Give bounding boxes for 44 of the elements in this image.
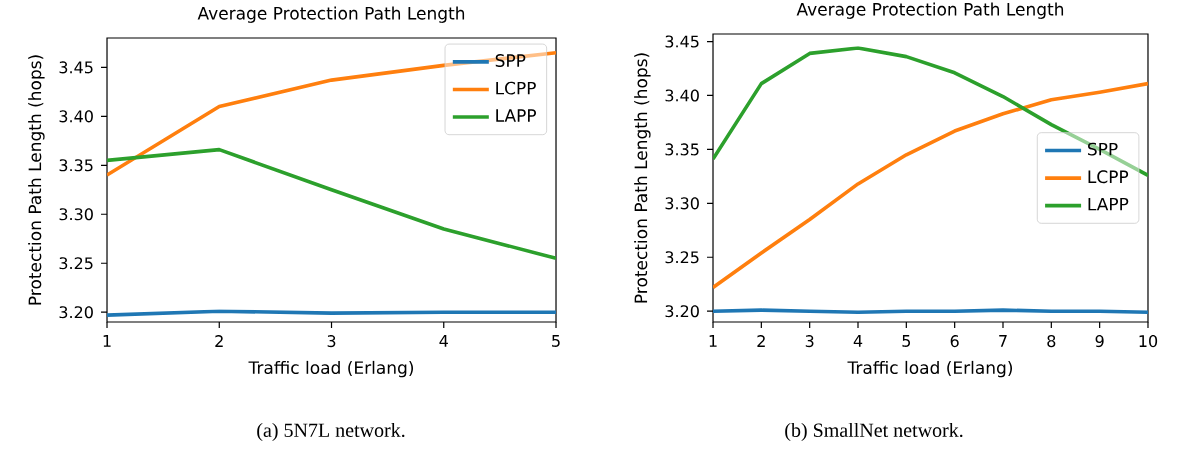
x-tick-label: 2 [757, 335, 765, 347]
y-tick-label: 3.25 [665, 251, 699, 264]
legend-label: LAPP [1088, 197, 1129, 211]
legend-label: LCPP [496, 81, 536, 95]
x-tick-label: 3 [805, 335, 814, 348]
x-tick-label: 4 [853, 335, 863, 347]
x-tick-label: 1 [103, 335, 111, 347]
legend-label: SPP [495, 54, 526, 67]
y-axis-title: Protection Path Length (hops) [28, 55, 45, 305]
x-tick-label: 9 [1095, 335, 1104, 348]
line-series [107, 50, 557, 177]
line-series [713, 81, 1148, 290]
y-tick-label: 3.20 [59, 306, 93, 319]
x-tick-label: 4 [439, 335, 448, 347]
x-tick-label: 6 [950, 335, 959, 348]
x-tick-label: 8 [1047, 335, 1056, 348]
x-tick-label: 2 [215, 335, 223, 347]
y-tick-label: 3.20 [665, 305, 699, 318]
legend-label: LAPP [496, 109, 537, 122]
x-tick-label: 5 [552, 335, 560, 347]
y-axis-title: Protection Path Length (hops) [634, 53, 651, 303]
y-tick-label: 3.40 [665, 89, 699, 102]
y-tick-label: 3.35 [665, 143, 699, 156]
text: (b) SmallNet network. [785, 422, 963, 442]
y-tick-label: 3.45 [665, 35, 699, 48]
x-axis-title: Traffic load (Erlang) [847, 360, 1013, 378]
x-tick-label: 7 [999, 335, 1007, 347]
x-tick-label: 10 [1139, 335, 1158, 348]
y-tick-label: 3.30 [665, 197, 699, 210]
legend-label: SPP [1088, 142, 1118, 156]
y-tick-label: 3.40 [59, 110, 93, 123]
x-tick-label: 1 [709, 335, 717, 347]
line-series [107, 147, 557, 261]
y-tick-label: 3.45 [59, 61, 93, 74]
y-tick-label: 3.25 [59, 257, 93, 270]
chart-title: Average Protection Path Length [796, 2, 1064, 19]
x-tick-label: 3 [327, 335, 336, 348]
x-tick-label: 5 [902, 335, 911, 347]
y-tick-label: 3.30 [59, 208, 93, 221]
chart-title: Average Protection Path Length [197, 6, 465, 23]
text: (a) 5N7L network. [257, 422, 405, 442]
y-tick-label: 3.35 [59, 159, 93, 172]
x-axis-title: Traffic load (Erlang) [248, 360, 414, 378]
legend-label: LCPP [1088, 170, 1129, 184]
